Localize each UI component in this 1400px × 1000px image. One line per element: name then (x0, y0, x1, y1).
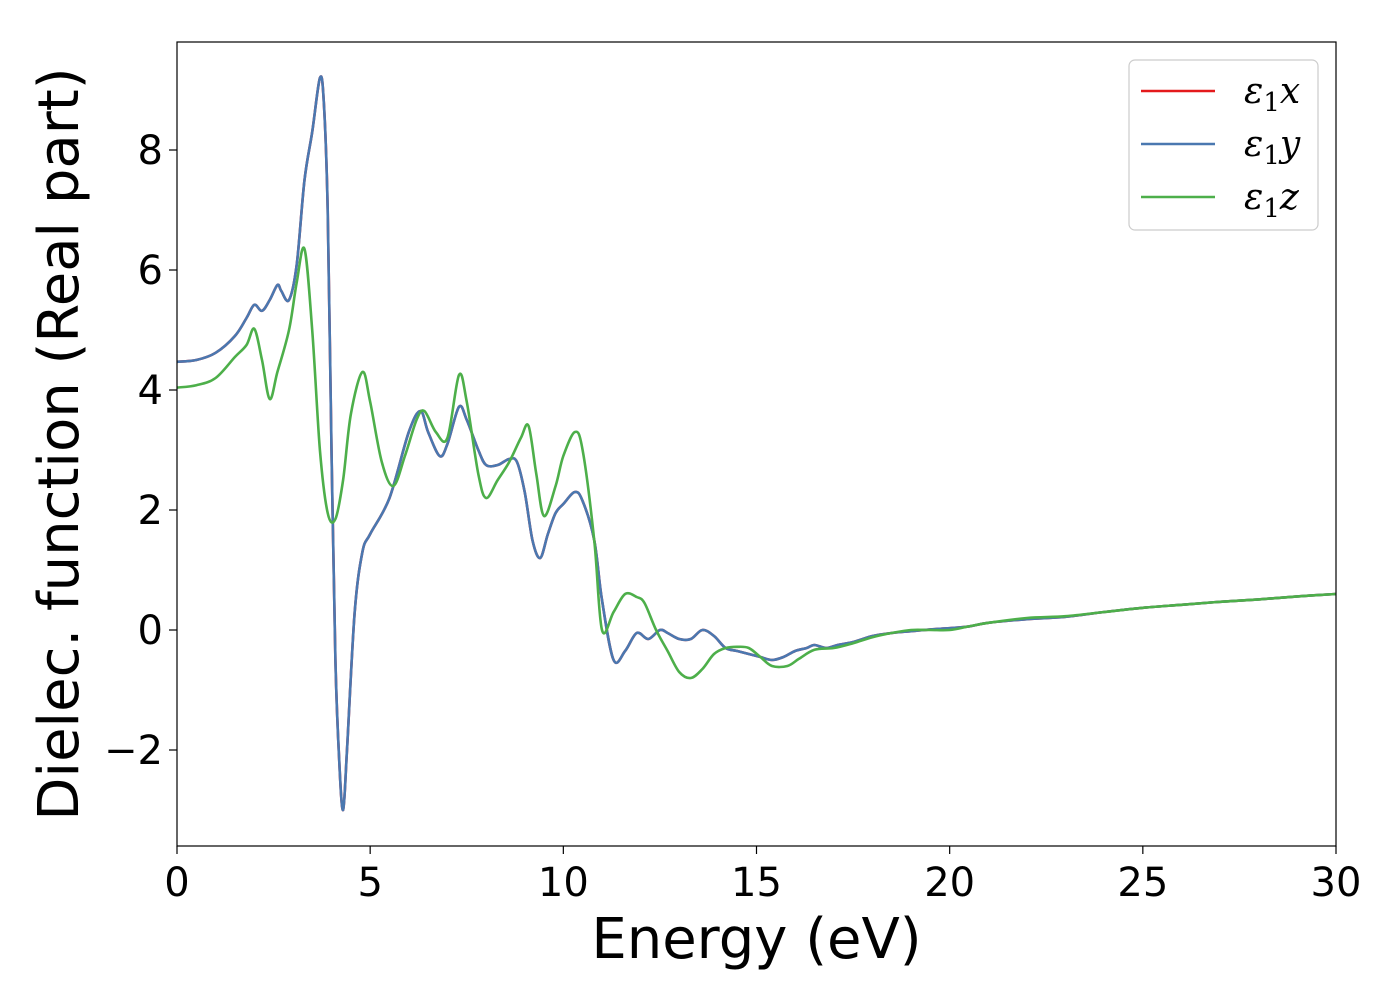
legend-label-x: ε1x (1244, 71, 1300, 118)
x-tick-label: 30 (1311, 860, 1362, 906)
legend-box (1128, 59, 1319, 231)
x-axis-ticks: 0 5 10 15 20 25 30 (164, 846, 1361, 906)
legend-label-y: ε1y (1244, 124, 1301, 171)
x-tick-label: 20 (924, 860, 975, 906)
y-axis-label: Dielec. function (Real part) (27, 67, 92, 820)
series-line-z (177, 246, 1336, 680)
x-tick-label: 15 (731, 860, 782, 906)
legend: ε1x ε1y ε1z (1128, 59, 1319, 231)
y-tick-label: 6 (138, 248, 163, 294)
x-tick-label: 0 (164, 860, 189, 906)
x-axis-label: Energy (eV) (591, 907, 921, 972)
legend-label-z: ε1z (1244, 177, 1300, 224)
x-tick-label: 5 (357, 860, 382, 906)
x-tick-label: 25 (1117, 860, 1168, 906)
y-tick-label: −2 (104, 728, 163, 774)
series-layer (177, 75, 1336, 812)
y-tick-label: 2 (138, 488, 163, 534)
y-tick-label: 8 (138, 128, 163, 174)
y-tick-label: 4 (138, 368, 163, 414)
x-tick-label: 10 (538, 860, 589, 906)
y-tick-label: 0 (138, 608, 163, 654)
y-axis-ticks: −2 0 2 4 6 8 (104, 128, 177, 774)
